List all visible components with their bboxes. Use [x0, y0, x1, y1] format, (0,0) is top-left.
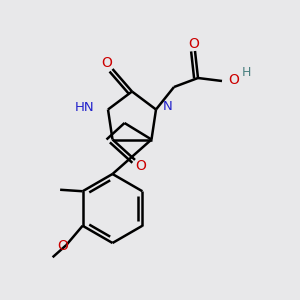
Text: O: O — [102, 56, 112, 70]
Text: N: N — [163, 100, 172, 113]
Text: O: O — [229, 73, 239, 87]
Text: H: H — [242, 66, 251, 79]
Text: O: O — [188, 38, 199, 51]
Text: O: O — [136, 159, 146, 173]
Text: O: O — [58, 239, 69, 253]
Text: HN: HN — [75, 101, 94, 114]
